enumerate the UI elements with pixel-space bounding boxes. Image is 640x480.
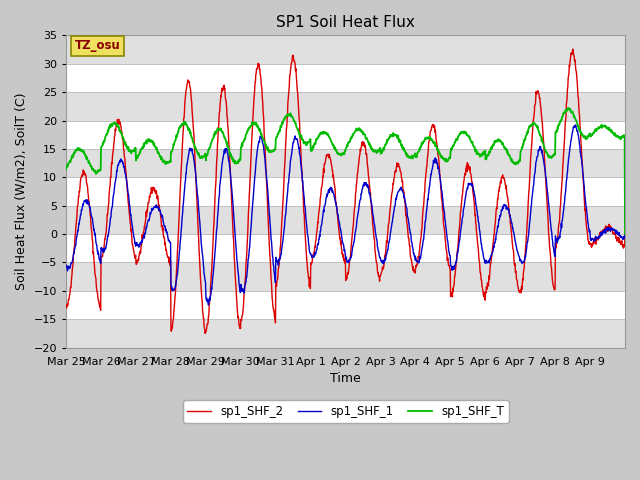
sp1_SHF_T (564, 105, 572, 111)
sp1_SHF_1 (332, 198, 339, 204)
sp1_SHF_2 (150, 187, 157, 193)
sp1_SHF_1 (321, 203, 328, 209)
sp1_SHF_T (614, 133, 622, 139)
sp1_SHF_2 (559, 153, 567, 159)
sp1_SHF_2 (62, 304, 70, 310)
Bar (66, 319, 625, 348)
sp1_SHF_1 (150, 206, 157, 212)
Line: sp1_SHF_1: sp1_SHF_1 (66, 125, 625, 305)
sp1_SHF_1 (205, 302, 212, 308)
Bar (66, 149, 625, 177)
sp1_SHF_2 (202, 331, 209, 336)
Legend: sp1_SHF_2, sp1_SHF_1, sp1_SHF_T: sp1_SHF_2, sp1_SHF_1, sp1_SHF_T (182, 400, 509, 423)
Bar (66, 36, 625, 64)
sp1_SHF_T (321, 129, 328, 135)
sp1_SHF_T (331, 144, 339, 150)
sp1_SHF_T (559, 111, 567, 117)
Title: SP1 Soil Heat Flux: SP1 Soil Heat Flux (276, 15, 415, 30)
sp1_SHF_T (150, 142, 157, 148)
sp1_SHF_2 (569, 46, 577, 52)
sp1_SHF_1 (477, 241, 485, 247)
sp1_SHF_T (477, 152, 485, 157)
sp1_SHF_T (621, 231, 629, 237)
Line: sp1_SHF_T: sp1_SHF_T (66, 108, 625, 234)
Bar (66, 205, 625, 234)
sp1_SHF_1 (614, 231, 622, 237)
X-axis label: Time: Time (330, 372, 361, 385)
sp1_SHF_T (62, 167, 70, 172)
Line: sp1_SHF_2: sp1_SHF_2 (66, 49, 625, 334)
sp1_SHF_1 (559, 208, 567, 214)
sp1_SHF_2 (321, 161, 328, 167)
sp1_SHF_2 (614, 236, 622, 242)
sp1_SHF_1 (621, 231, 629, 237)
sp1_SHF_1 (572, 122, 580, 128)
sp1_SHF_2 (332, 188, 339, 194)
sp1_SHF_2 (621, 231, 629, 237)
Bar (66, 263, 625, 291)
Bar (66, 92, 625, 120)
sp1_SHF_2 (477, 277, 485, 283)
Text: TZ_osu: TZ_osu (74, 39, 120, 52)
Y-axis label: Soil Heat Flux (W/m2), SoilT (C): Soil Heat Flux (W/m2), SoilT (C) (15, 93, 28, 290)
sp1_SHF_1 (62, 264, 70, 270)
